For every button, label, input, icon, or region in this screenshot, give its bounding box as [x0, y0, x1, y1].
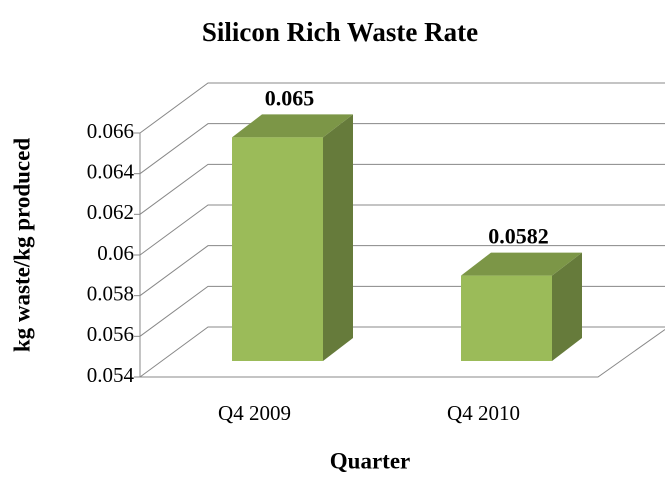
- x-tick-label: Q4 2009: [218, 401, 291, 425]
- y-tick-label: 0.058: [87, 281, 134, 305]
- grid-line: [139, 163, 665, 215]
- bar-top: [461, 252, 582, 276]
- grid-line: [139, 204, 665, 256]
- grid-line: [139, 326, 665, 378]
- bar: [232, 137, 323, 361]
- grid-line: [139, 285, 665, 337]
- bar-side: [552, 252, 582, 361]
- y-tick-label: 0.056: [87, 322, 134, 346]
- y-tick-label: 0.054: [87, 363, 135, 387]
- y-tick-label: 0.062: [87, 200, 134, 224]
- data-label: 0.065: [265, 85, 315, 110]
- y-tick-label: 0.066: [87, 119, 134, 143]
- grid-line: [139, 82, 665, 134]
- floor: [140, 329, 665, 378]
- data-label: 0.0582: [488, 224, 549, 249]
- grid-line: [139, 245, 665, 297]
- grid-line: [139, 123, 665, 175]
- bar-top: [232, 114, 353, 138]
- y-axis-title: kg waste/kg produced: [9, 138, 34, 352]
- y-tick-label: 0.06: [97, 241, 134, 265]
- y-tick-label: 0.064: [87, 159, 135, 183]
- x-axis-title: Quarter: [330, 448, 410, 473]
- x-tick-label: Q4 2010: [447, 401, 520, 425]
- bar: [461, 275, 552, 361]
- bar-side: [323, 114, 353, 361]
- chart-title: Silicon Rich Waste Rate: [202, 17, 478, 47]
